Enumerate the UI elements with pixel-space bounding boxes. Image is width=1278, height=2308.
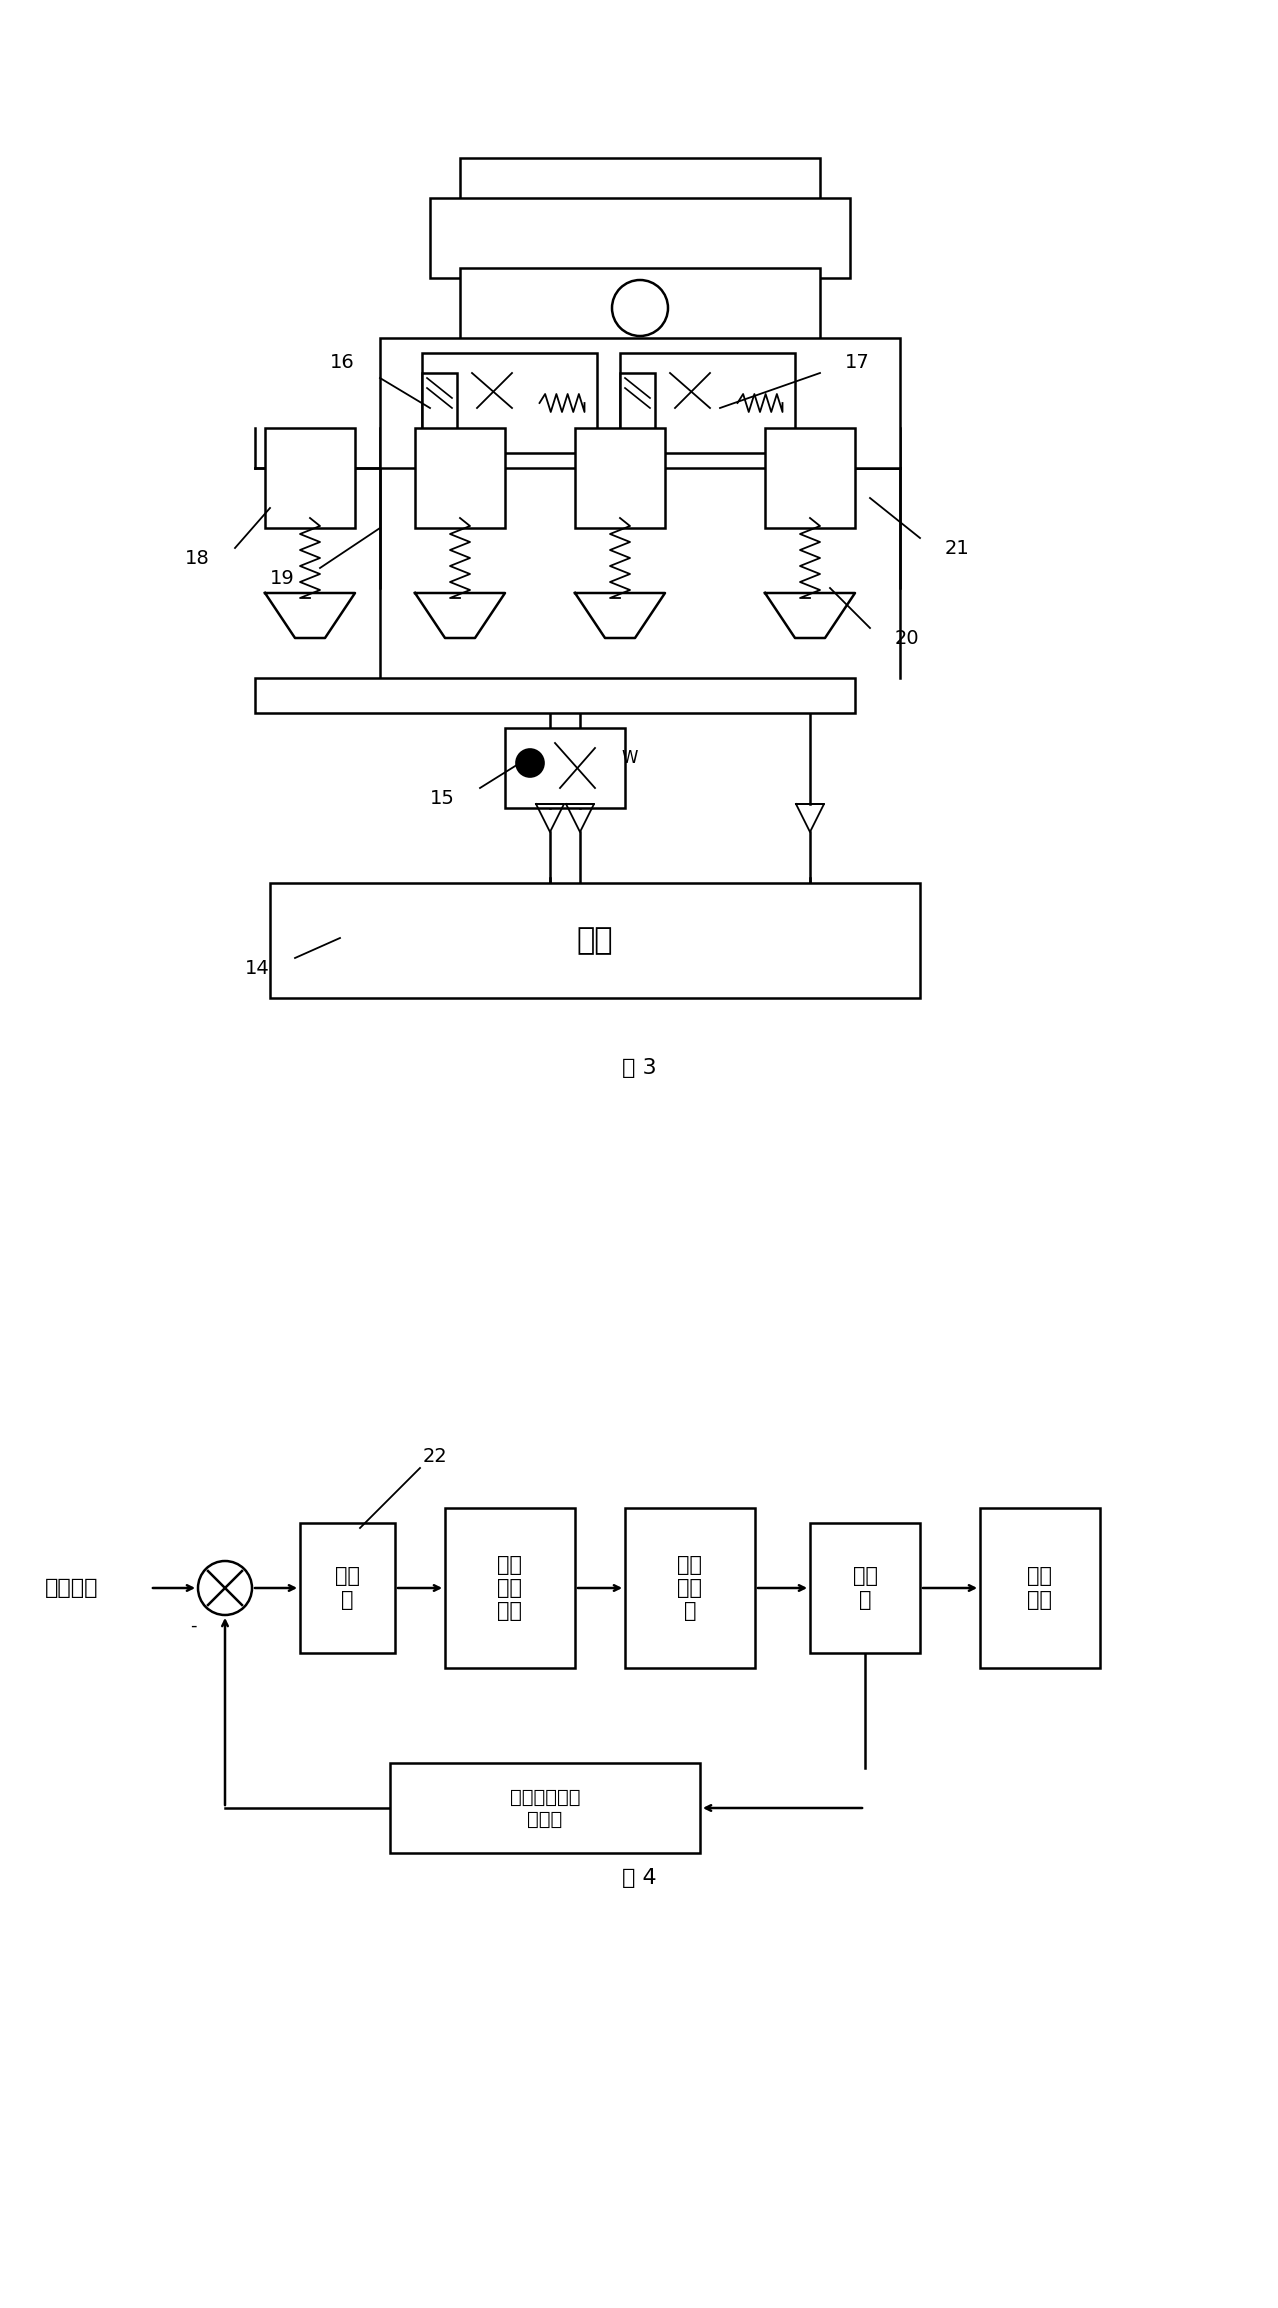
Text: 17: 17 xyxy=(845,353,870,372)
Bar xyxy=(620,374,656,434)
Polygon shape xyxy=(575,593,665,637)
Text: 21: 21 xyxy=(944,538,970,559)
Text: 水路
系统: 水路 系统 xyxy=(1028,1567,1053,1609)
Bar xyxy=(422,353,597,452)
Bar xyxy=(575,427,665,529)
Text: 20: 20 xyxy=(895,628,920,649)
Text: 22: 22 xyxy=(423,1447,447,1466)
Polygon shape xyxy=(265,593,355,637)
Text: 16: 16 xyxy=(330,353,355,372)
Text: W: W xyxy=(622,750,638,766)
Text: 分配
器: 分配 器 xyxy=(852,1567,878,1609)
Bar xyxy=(265,427,355,529)
Bar xyxy=(505,727,625,808)
Text: -: - xyxy=(189,1618,197,1634)
Polygon shape xyxy=(766,593,855,637)
Text: 15: 15 xyxy=(431,789,455,808)
Bar xyxy=(422,374,458,434)
Text: 凸轮轴转角检
测装置: 凸轮轴转角检 测装置 xyxy=(510,1786,580,1828)
Polygon shape xyxy=(415,593,505,637)
Circle shape xyxy=(612,279,668,337)
Text: 泵站: 泵站 xyxy=(576,926,613,956)
Circle shape xyxy=(198,1560,252,1616)
Bar xyxy=(429,198,850,277)
Bar xyxy=(380,337,900,469)
Text: 19: 19 xyxy=(270,568,295,589)
Bar xyxy=(270,884,920,997)
Bar xyxy=(460,268,820,349)
Bar xyxy=(980,1507,1100,1669)
Text: 接力
器油
缸: 接力 器油 缸 xyxy=(677,1556,703,1620)
Bar xyxy=(625,1507,755,1669)
Bar xyxy=(460,157,820,217)
Bar xyxy=(620,353,795,452)
Text: 油压
驱动
回路: 油压 驱动 回路 xyxy=(497,1556,523,1620)
Bar xyxy=(810,1523,920,1653)
Circle shape xyxy=(516,750,544,778)
Text: 图 4: 图 4 xyxy=(621,1867,657,1888)
Bar xyxy=(390,1763,700,1853)
Text: 14: 14 xyxy=(245,958,270,979)
Bar xyxy=(415,427,505,529)
Text: 图 3: 图 3 xyxy=(621,1057,657,1078)
Text: 控制
器: 控制 器 xyxy=(335,1567,360,1609)
Bar xyxy=(766,427,855,529)
Bar xyxy=(256,679,855,713)
Text: 操作指令: 操作指令 xyxy=(45,1579,98,1597)
Bar xyxy=(445,1507,575,1669)
Text: 18: 18 xyxy=(185,549,210,568)
Bar xyxy=(300,1523,395,1653)
